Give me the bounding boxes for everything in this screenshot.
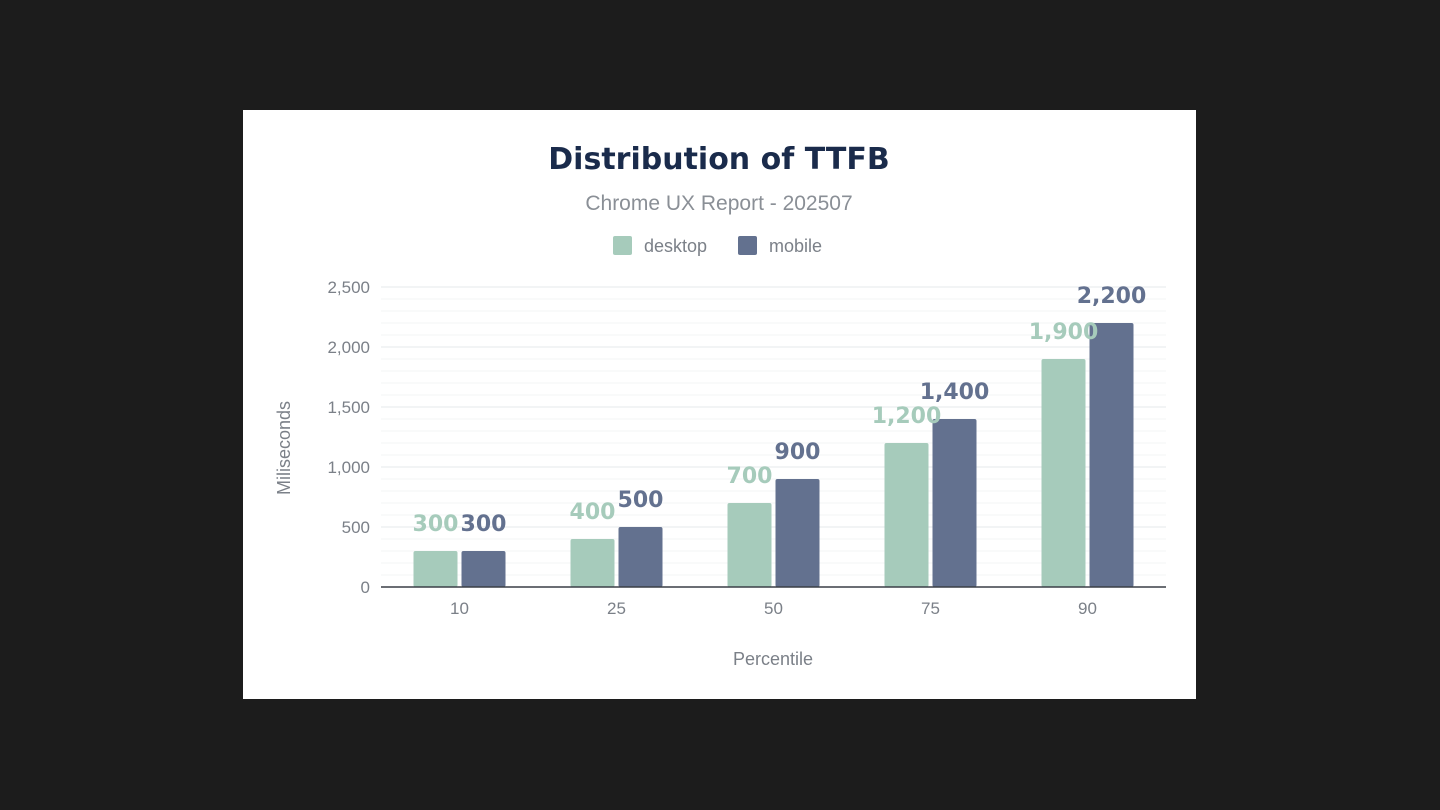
data-label-desktop-50: 700 — [727, 464, 773, 489]
gridlines — [381, 286, 1166, 576]
bar-mobile-10[interactable] — [461, 551, 506, 587]
bar-mobile-90[interactable] — [1089, 323, 1134, 587]
bar-desktop-10[interactable] — [413, 551, 458, 587]
y-axis-title: Miliseconds — [274, 401, 294, 495]
legend-swatch-desktop[interactable] — [613, 236, 632, 255]
legend-swatch-mobile[interactable] — [738, 236, 757, 255]
data-label-mobile-90: 2,200 — [1077, 284, 1147, 309]
x-tick-label: 75 — [921, 599, 940, 618]
chart-subtitle: Chrome UX Report - 202507 — [585, 192, 852, 215]
legend[interactable]: desktop mobile — [613, 236, 822, 256]
data-label-desktop-25: 400 — [570, 500, 616, 525]
bar-desktop-75[interactable] — [884, 443, 929, 587]
data-label-mobile-50: 900 — [775, 440, 821, 465]
legend-label-desktop[interactable]: desktop — [644, 236, 707, 256]
bar-chart: Distribution of TTFB Chrome UX Report - … — [274, 142, 1166, 669]
chart-card: Distribution of TTFB Chrome UX Report - … — [243, 110, 1196, 699]
bar-mobile-75[interactable] — [932, 419, 977, 587]
data-label-desktop-90: 1,900 — [1029, 320, 1099, 345]
x-tick-label: 50 — [764, 599, 783, 618]
y-tick-label: 2,000 — [327, 338, 370, 357]
y-tick-label: 500 — [342, 518, 370, 537]
bar-mobile-25[interactable] — [618, 527, 663, 587]
bar-mobile-50[interactable] — [775, 479, 820, 587]
legend-label-mobile[interactable]: mobile — [769, 236, 822, 256]
data-label-mobile-75: 1,400 — [920, 380, 990, 405]
data-label-mobile-25: 500 — [618, 488, 664, 513]
x-tick-label: 25 — [607, 599, 626, 618]
bar-desktop-90[interactable] — [1041, 359, 1086, 587]
x-axis-title: Percentile — [733, 649, 813, 669]
y-axis-ticks: 0 500 1,000 1,500 2,000 2,500 — [327, 278, 370, 597]
data-label-mobile-10: 300 — [461, 512, 507, 537]
x-axis-ticks: 10 25 50 75 90 — [450, 599, 1097, 618]
y-tick-label: 1,000 — [327, 458, 370, 477]
bar-desktop-50[interactable] — [727, 503, 772, 587]
y-tick-label: 0 — [361, 578, 370, 597]
data-label-desktop-10: 300 — [413, 512, 459, 537]
bar-desktop-25[interactable] — [570, 539, 615, 587]
x-tick-label: 90 — [1078, 599, 1097, 618]
x-tick-label: 10 — [450, 599, 469, 618]
y-tick-label: 2,500 — [327, 278, 370, 297]
y-tick-label: 1,500 — [327, 398, 370, 417]
chart-title: Distribution of TTFB — [548, 142, 889, 177]
data-label-desktop-75: 1,200 — [872, 404, 942, 429]
bars — [413, 323, 1134, 587]
